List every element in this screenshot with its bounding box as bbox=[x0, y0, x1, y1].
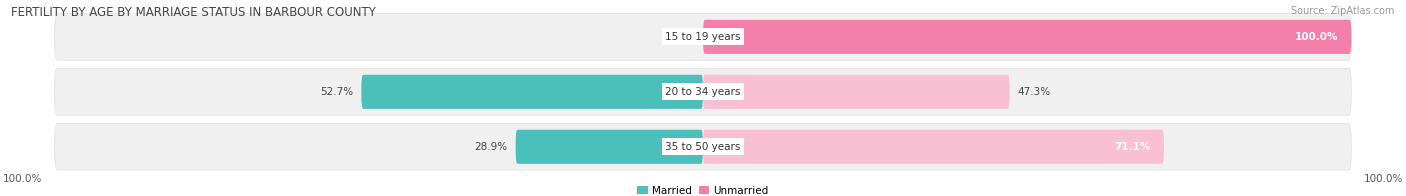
Text: 20 to 34 years: 20 to 34 years bbox=[665, 87, 741, 97]
FancyBboxPatch shape bbox=[703, 75, 1010, 109]
FancyBboxPatch shape bbox=[703, 20, 1351, 54]
Text: 35 to 50 years: 35 to 50 years bbox=[665, 142, 741, 152]
FancyBboxPatch shape bbox=[361, 75, 703, 109]
Text: 71.1%: 71.1% bbox=[1115, 142, 1152, 152]
Text: 52.7%: 52.7% bbox=[321, 87, 353, 97]
FancyBboxPatch shape bbox=[516, 130, 703, 164]
Text: 0.0%: 0.0% bbox=[664, 32, 690, 42]
Text: 28.9%: 28.9% bbox=[475, 142, 508, 152]
Text: Source: ZipAtlas.com: Source: ZipAtlas.com bbox=[1291, 6, 1395, 16]
Text: 100.0%: 100.0% bbox=[1295, 32, 1339, 42]
Legend: Married, Unmarried: Married, Unmarried bbox=[637, 186, 769, 196]
FancyBboxPatch shape bbox=[703, 130, 1164, 164]
FancyBboxPatch shape bbox=[55, 14, 1351, 60]
Text: 15 to 19 years: 15 to 19 years bbox=[665, 32, 741, 42]
Text: 100.0%: 100.0% bbox=[3, 174, 42, 184]
FancyBboxPatch shape bbox=[55, 123, 1351, 170]
Text: 47.3%: 47.3% bbox=[1018, 87, 1050, 97]
Text: FERTILITY BY AGE BY MARRIAGE STATUS IN BARBOUR COUNTY: FERTILITY BY AGE BY MARRIAGE STATUS IN B… bbox=[11, 6, 377, 19]
FancyBboxPatch shape bbox=[55, 68, 1351, 115]
Text: 100.0%: 100.0% bbox=[1364, 174, 1403, 184]
